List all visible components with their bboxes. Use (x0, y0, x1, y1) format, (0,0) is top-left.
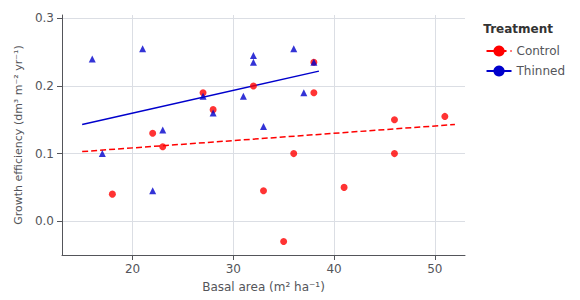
svg-text:Growth efficiency (dm³ m⁻² yr⁻: Growth efficiency (dm³ m⁻² yr⁻¹) (12, 45, 25, 224)
svg-text:0.0: 0.0 (35, 214, 54, 228)
svg-text:Thinned: Thinned (516, 64, 565, 78)
svg-text:Treatment: Treatment (483, 22, 553, 36)
svg-text:0.1: 0.1 (35, 147, 54, 161)
svg-text:0.3: 0.3 (35, 11, 54, 25)
svg-text:Control: Control (517, 44, 560, 58)
svg-text:30: 30 (226, 262, 241, 276)
svg-text:20: 20 (125, 262, 140, 276)
svg-text:50: 50 (427, 262, 442, 276)
svg-text:40: 40 (326, 262, 341, 276)
svg-text:0.2: 0.2 (35, 79, 54, 93)
svg-text:Basal area (m² ha⁻¹): Basal area (m² ha⁻¹) (202, 280, 325, 294)
